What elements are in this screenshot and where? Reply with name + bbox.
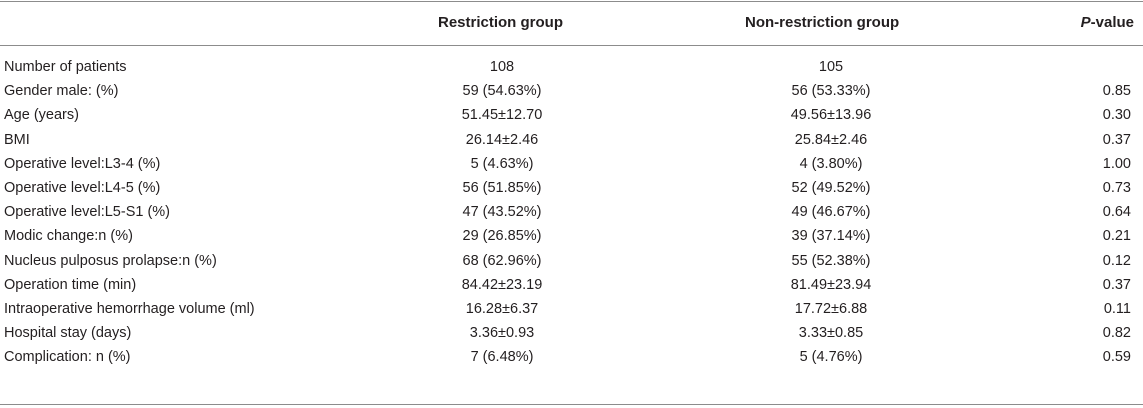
table-row: Gender male: (%) 59 (54.63%) 56 (53.33%) 0.… xyxy=(0,79,1143,103)
restriction-value: 26.14±2.46 xyxy=(465,131,539,148)
row-label: BMI xyxy=(4,131,30,148)
p-value: 0.37 xyxy=(1102,276,1131,293)
table-row: Intraoperative hemorrhage volume (ml) 16.… xyxy=(0,297,1143,321)
row-label: Operative level:L3-4 (%) xyxy=(4,155,161,172)
table-row: Operation time (min) 84.42±23.19 81.49±23.… xyxy=(0,273,1143,297)
restriction-value: 3.36±0.93 xyxy=(469,325,535,342)
non-restriction-value: 4 (3.80%) xyxy=(799,155,863,172)
non-restriction-value: 49 (46.67%) xyxy=(791,204,871,221)
p-value: 0.11 xyxy=(1103,300,1131,317)
non-restriction-value: 56 (53.33%) xyxy=(791,83,871,100)
table-bottom-rule xyxy=(0,404,1143,405)
restriction-value: 108 xyxy=(489,59,515,75)
row-label: Number of patients xyxy=(4,59,127,75)
row-label: Operative level:L5-S1 (%) xyxy=(4,204,171,221)
restriction-value: 59 (54.63%) xyxy=(462,83,542,100)
non-restriction-value: 25.84±2.46 xyxy=(794,131,868,148)
header-non-restriction-group: Non-restriction group xyxy=(745,14,900,31)
p-value: 0.64 xyxy=(1102,204,1131,221)
table-row: Operative level:L3-4 (%) 5 (4.63%) 4 (3.80… xyxy=(0,152,1143,176)
row-label: Age (years) xyxy=(4,107,79,124)
row-label: Operative level:L4-5 (%) xyxy=(4,179,161,196)
p-value: 0.12 xyxy=(1102,252,1131,269)
header-restriction-group: Restriction group xyxy=(438,14,564,31)
header-p-value: P-value xyxy=(1081,12,1134,34)
table-header-rule xyxy=(0,45,1143,46)
non-restriction-value: 49.56±13.96 xyxy=(790,107,872,124)
table-row: Operative level:L4-5 (%) 56 (51.85%) 52 (4… xyxy=(0,176,1143,200)
table-row: Modic change:n (%) 29 (26.85%) 39 (37.14%)… xyxy=(0,224,1143,248)
p-value: 0.59 xyxy=(1102,349,1131,366)
non-restriction-value: 105 xyxy=(818,59,844,75)
p-value: 1.00 xyxy=(1102,155,1131,172)
row-label: Complication: n (%) xyxy=(4,349,131,366)
p-value: 0.37 xyxy=(1102,131,1131,148)
row-label: Operation time (min) xyxy=(4,276,137,293)
row-label: Intraoperative hemorrhage volume (ml) xyxy=(4,300,255,317)
restriction-value: 47 (43.52%) xyxy=(462,204,542,221)
restriction-value: 5 (4.63%) xyxy=(470,155,534,172)
non-restriction-value: 5 (4.76%) xyxy=(799,349,863,366)
row-label: Nucleus pulposus prolapse:n (%) xyxy=(4,252,217,269)
table-row: BMI 26.14±2.46 25.84±2.46 0.37 xyxy=(0,128,1143,152)
table-row: Complication: n (%) 7 (6.48%) 5 (4.76%) 0.5… xyxy=(0,345,1143,369)
header-p-italic: P xyxy=(1080,14,1091,31)
non-restriction-value: 3.33±0.85 xyxy=(798,325,864,342)
restriction-value: 51.45±12.70 xyxy=(461,107,543,124)
non-restriction-value: 39 (37.14%) xyxy=(791,228,871,245)
restriction-value: 16.28±6.37 xyxy=(465,300,539,317)
table-row: Number of patients 108 105 xyxy=(0,55,1143,79)
restriction-value: 84.42±23.19 xyxy=(461,276,543,293)
non-restriction-value: 55 (52.38%) xyxy=(791,252,871,269)
p-value: 0.85 xyxy=(1102,83,1131,100)
row-label: Gender male: (%) xyxy=(4,83,119,100)
table-row: Hospital stay (days) 3.36±0.93 3.33±0.85 0.… xyxy=(0,321,1143,345)
restriction-value: 68 (62.96%) xyxy=(462,252,542,269)
p-value: 0.82 xyxy=(1102,325,1131,342)
restriction-value: 7 (6.48%) xyxy=(470,349,534,366)
table-body: Number of patients 108 105 Gender male: (%)… xyxy=(0,55,1143,369)
table-row: Nucleus pulposus prolapse:n (%) 68 (62.96… xyxy=(0,249,1143,273)
non-restriction-value: 17.72±6.88 xyxy=(794,300,868,317)
row-label: Hospital stay (days) xyxy=(4,325,132,342)
restriction-value: 29 (26.85%) xyxy=(462,228,542,245)
table-top-rule xyxy=(0,1,1143,2)
table-row: Operative level:L5-S1 (%) 47 (43.52%) 49 (… xyxy=(0,200,1143,224)
non-restriction-value: 52 (49.52%) xyxy=(791,179,871,196)
p-value: 0.30 xyxy=(1102,107,1131,124)
p-value: 0.21 xyxy=(1102,228,1131,245)
table-row: Age (years) 51.45±12.70 49.56±13.96 0.30 xyxy=(0,103,1143,127)
restriction-value: 56 (51.85%) xyxy=(462,179,542,196)
table-header-row: Restriction group Non-restriction group … xyxy=(0,12,1143,34)
non-restriction-value: 81.49±23.94 xyxy=(790,276,872,293)
header-p-suffix: -value xyxy=(1090,14,1134,31)
row-label: Modic change:n (%) xyxy=(4,228,133,245)
p-value: 0.73 xyxy=(1102,179,1131,196)
